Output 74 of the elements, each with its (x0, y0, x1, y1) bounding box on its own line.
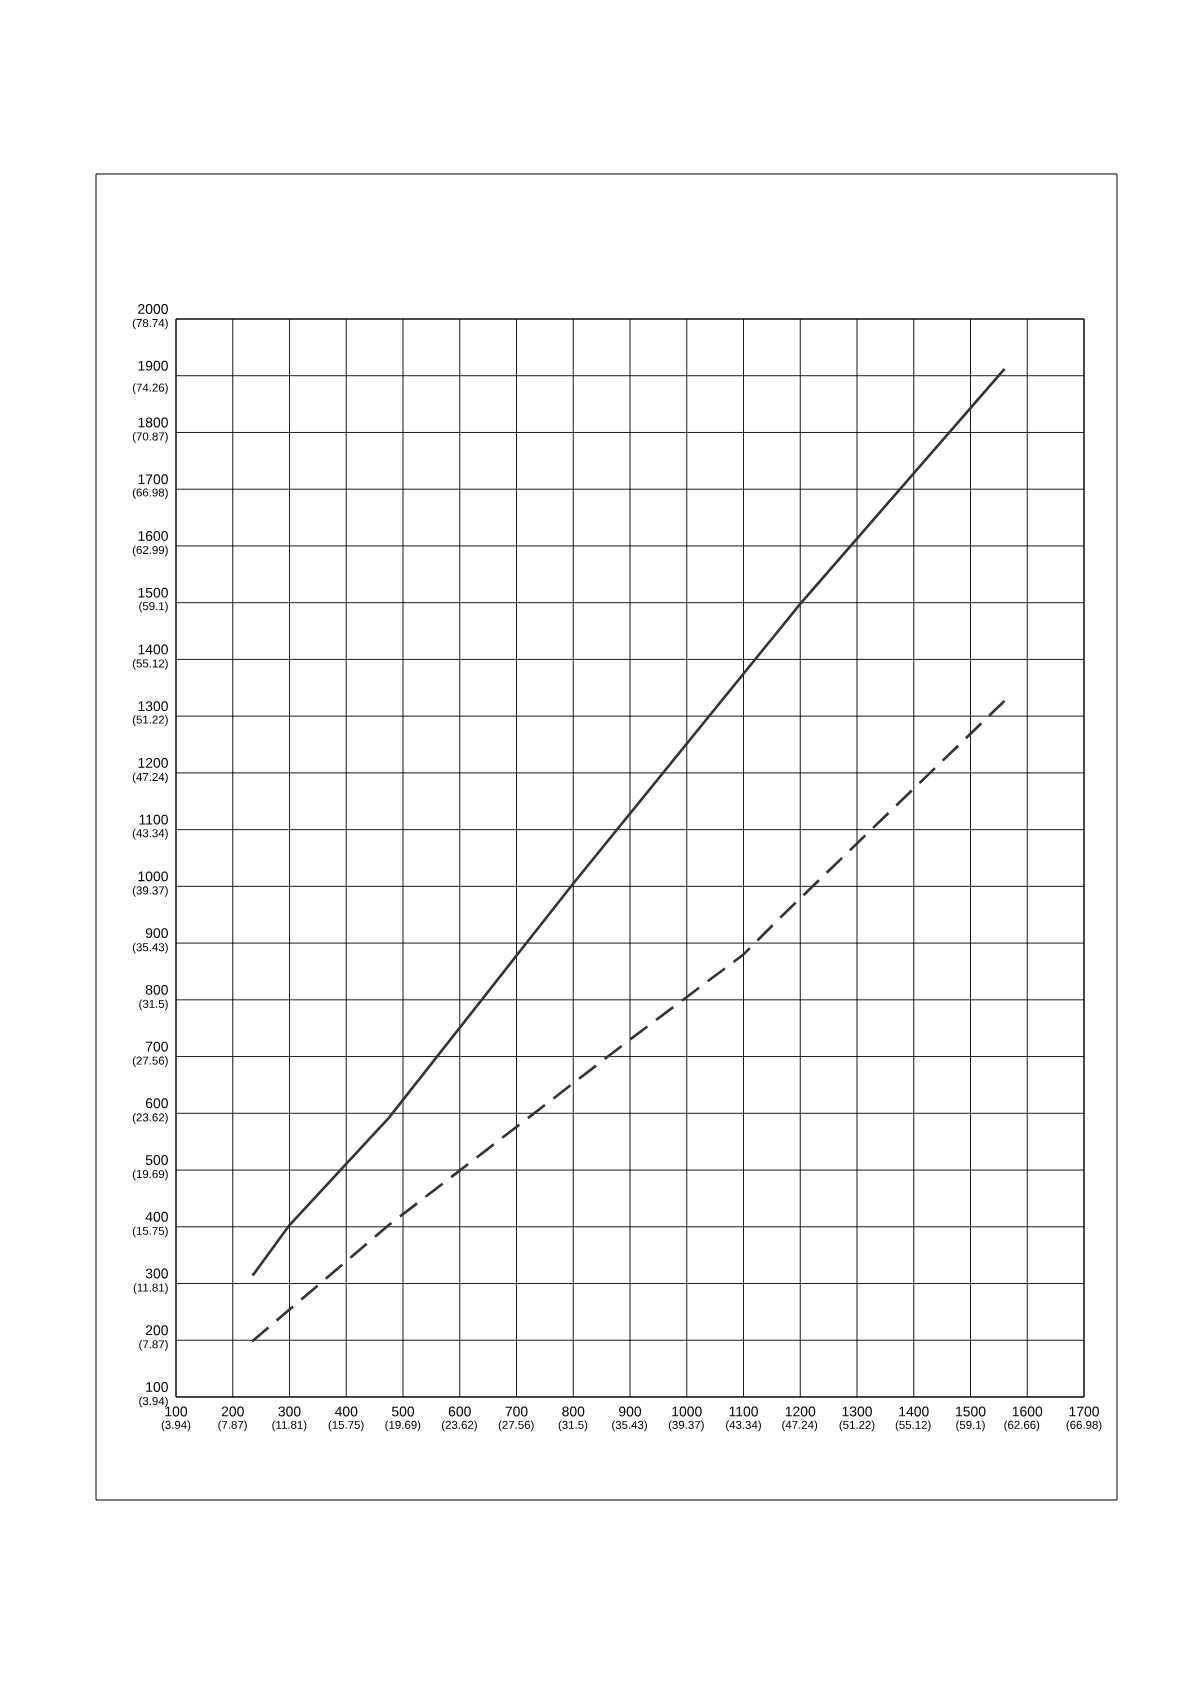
y2-tick-label: (35.43) (132, 942, 168, 954)
y2-tick-label: (31.5) (139, 999, 168, 1011)
y-tick-label: 1400 (138, 644, 168, 655)
x-tick-label: 1400 (899, 1406, 929, 1417)
y2-tick-label: (19.69) (132, 1169, 168, 1181)
y-tick-label: 600 (145, 1098, 168, 1109)
y-tick-label: 700 (145, 1041, 168, 1052)
y-tick-label: 100 (146, 1382, 168, 1392)
x2-tick-label: (11.81) (272, 1420, 307, 1432)
y2-tick-label: (62.99) (132, 545, 168, 557)
x2-tick-label: (7.87) (218, 1420, 247, 1432)
y2-tick-label: (74.26) (132, 383, 168, 394)
y-tick-label: 300 (145, 1268, 168, 1279)
x2-tick-label: (31.5) (558, 1420, 588, 1432)
x-tick-label: 1200 (785, 1406, 816, 1417)
y-tick-label: 800 (145, 984, 168, 995)
x-tick-label: 500 (391, 1406, 415, 1417)
x-tick-label: 1100 (729, 1406, 758, 1417)
x2-tick-label: (43.34) (726, 1420, 761, 1432)
y-tick-label: 1000 (138, 871, 168, 882)
x2-tick-label: (55.12) (895, 1420, 931, 1432)
y-tick-label: 400 (145, 1211, 168, 1222)
x-tick-label: 600 (448, 1406, 471, 1417)
y2-tick-label: (7.87) (139, 1340, 168, 1351)
y-tick-label: 900 (145, 928, 168, 939)
y2-tick-label: (55.12) (132, 659, 168, 670)
x2-tick-label: (23.62) (442, 1420, 477, 1432)
x2-tick-label: (19.69) (385, 1420, 421, 1432)
x-tick-label: 1300 (842, 1406, 872, 1417)
x-tick-label: 200 (221, 1406, 244, 1417)
y-tick-label: 1900 (138, 360, 168, 371)
y-tick-label: 1500 (138, 587, 168, 598)
y-tick-label: 1600 (138, 531, 168, 541)
y2-tick-label: (23.62) (132, 1113, 168, 1124)
y2-tick-label: (43.34) (132, 828, 168, 840)
x2-tick-label: (3.94) (161, 1420, 191, 1432)
y2-tick-label: (59.1) (139, 601, 168, 613)
y-tick-label: 1300 (138, 701, 168, 712)
x2-tick-label: (47.24) (782, 1420, 818, 1432)
x-tick-label: 1500 (956, 1406, 986, 1417)
y2-tick-label: (51.22) (132, 715, 168, 726)
y2-tick-label: (27.56) (132, 1056, 168, 1067)
y2-tick-label: (39.37) (132, 886, 168, 897)
x-tick-label: 800 (562, 1406, 585, 1417)
x2-tick-label: (27.56) (498, 1420, 534, 1432)
y2-tick-label: (15.75) (132, 1226, 168, 1238)
x2-tick-label: (15.75) (328, 1420, 364, 1432)
y-tick-label: 1200 (138, 757, 168, 768)
x2-tick-label: (66.98) (1066, 1420, 1102, 1432)
x2-tick-label: (39.37) (668, 1420, 704, 1432)
x-tick-label: 900 (619, 1406, 642, 1417)
x-tick-label: 1000 (672, 1406, 702, 1417)
y-tick-label: 1800 (138, 417, 168, 428)
y2-tick-label: (3.94) (139, 1396, 168, 1408)
y2-tick-label: (66.98) (132, 488, 168, 499)
x-tick-label: 300 (278, 1406, 301, 1417)
x2-tick-label: (62.66) (1004, 1420, 1040, 1432)
y2-tick-label: (70.87) (132, 432, 168, 443)
y-tick-label: 1700 (138, 474, 168, 485)
x-tick-label: 100 (165, 1406, 188, 1417)
y-tick-label: 200 (145, 1325, 168, 1336)
y2-tick-label: (78.74) (132, 318, 168, 330)
x2-tick-label: (59.1) (956, 1420, 985, 1432)
x-tick-label: 700 (505, 1406, 528, 1417)
x-tick-label: 400 (334, 1406, 358, 1417)
x-tick-label: 1600 (1012, 1406, 1043, 1417)
x2-tick-label: (35.43) (612, 1420, 648, 1432)
y2-tick-label: (47.24) (132, 772, 168, 784)
x2-tick-label: (51.22) (839, 1420, 875, 1432)
y-tick-label: 2000 (138, 304, 168, 314)
y-tick-label: 500 (145, 1155, 168, 1165)
x-tick-label: 1700 (1069, 1406, 1099, 1417)
y2-tick-label: (11.81) (133, 1283, 168, 1294)
y-tick-label: 1100 (139, 814, 168, 825)
